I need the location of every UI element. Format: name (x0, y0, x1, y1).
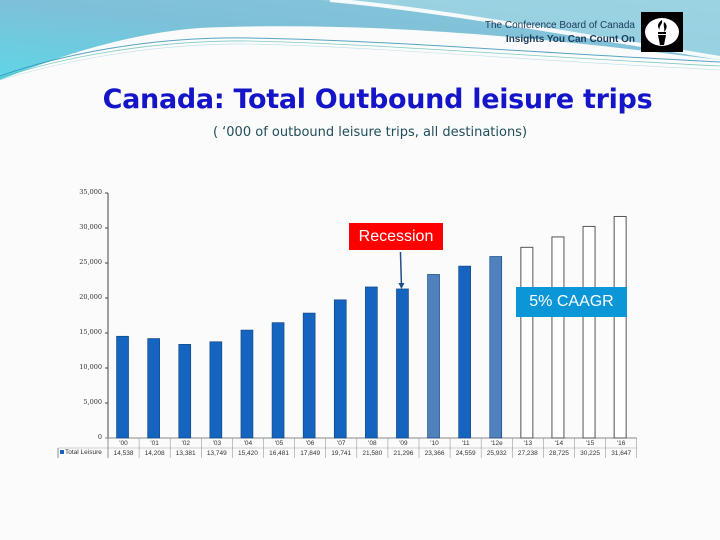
bar-12e (489, 256, 503, 439)
bar-06 (302, 312, 316, 439)
y-tick-label: 0 (97, 433, 102, 441)
table-value: 15,420 (237, 450, 258, 457)
x-category-label: '06 (305, 440, 315, 447)
y-tick-label: 30,000 (79, 223, 102, 231)
brand-block: The Conference Board of Canada Insights … (485, 19, 635, 47)
legend-label: Total Leisure (65, 449, 102, 456)
y-tick-label: 10,000 (79, 363, 102, 371)
bar-14 (551, 236, 565, 439)
x-category-label: '10 (430, 440, 439, 447)
bar-07 (333, 299, 347, 439)
caagr-callout: 5% CAAGR (516, 287, 627, 317)
slide-title: Canada: Total Outbound leisure trips (102, 84, 653, 115)
table-value: 13,381 (175, 450, 196, 457)
bar-01 (147, 338, 160, 439)
bar-03 (209, 341, 223, 439)
x-category-label: '16 (616, 440, 626, 447)
y-tick-label: 35,000 (79, 188, 102, 196)
bar-10 (427, 274, 440, 439)
recession-callout: Recession (349, 223, 443, 250)
table-value: 19,741 (331, 450, 352, 457)
bar-05 (271, 322, 285, 439)
table-value: 14,538 (113, 450, 134, 457)
x-category-label: '11 (461, 440, 470, 447)
x-category-label: '03 (212, 440, 222, 447)
y-tick-label: 25,000 (79, 258, 102, 266)
arrow-head-icon (398, 283, 405, 289)
bar-16 (613, 215, 627, 439)
x-category-label: '13 (523, 440, 533, 447)
x-category-label: '05 (274, 440, 284, 447)
table-value: 24,559 (455, 450, 476, 457)
table-value: 21,580 (362, 450, 383, 457)
bar-08 (365, 286, 378, 439)
slide-subtitle: ( ‘000 of outbound leisure trips, all de… (212, 125, 528, 140)
x-category-label: '04 (243, 440, 253, 447)
legend-swatch (60, 450, 64, 455)
x-category-label: '01 (150, 440, 159, 447)
bar-09 (396, 288, 409, 439)
x-category-label: '08 (368, 440, 377, 447)
bar-00 (116, 335, 129, 439)
table-value: 21,296 (393, 450, 414, 457)
bar-11 (458, 265, 471, 439)
table-value: 30,225 (580, 450, 600, 457)
y-tick-label: 20,000 (79, 293, 102, 301)
y-tick-label: 15,000 (79, 328, 102, 336)
x-category-label: '12e (490, 440, 503, 447)
y-tick-label: 5,000 (83, 398, 102, 406)
table-value: 17,849 (300, 450, 321, 457)
logo (641, 12, 683, 52)
table-value: 25,932 (486, 450, 507, 457)
bar-13 (520, 246, 534, 439)
table-value: 28,725 (548, 450, 569, 457)
x-category-label: '02 (181, 440, 190, 447)
table-value: 23,366 (424, 450, 445, 457)
table-value: 14,208 (144, 450, 165, 457)
torch-icon (645, 18, 679, 46)
bar-15 (582, 225, 596, 439)
org-name: The Conference Board of Canada (484, 20, 635, 31)
recession-arrow (399, 251, 403, 286)
x-category-label: '00 (119, 440, 128, 447)
org-tagline: Insights You Can Count On (505, 34, 635, 45)
bar-02 (178, 344, 192, 439)
x-category-label: '14 (554, 440, 564, 447)
table-value: 27,238 (517, 450, 538, 457)
x-category-label: '07 (336, 440, 346, 447)
bar-04 (240, 329, 254, 439)
legend-total-leisure: Total Leisure (60, 449, 102, 456)
x-category-label: '09 (399, 440, 408, 447)
x-category-label: '15 (585, 440, 595, 447)
table-value: 13,749 (206, 450, 227, 457)
table-value: 16,481 (269, 450, 289, 457)
table-value: 31,647 (611, 450, 632, 457)
